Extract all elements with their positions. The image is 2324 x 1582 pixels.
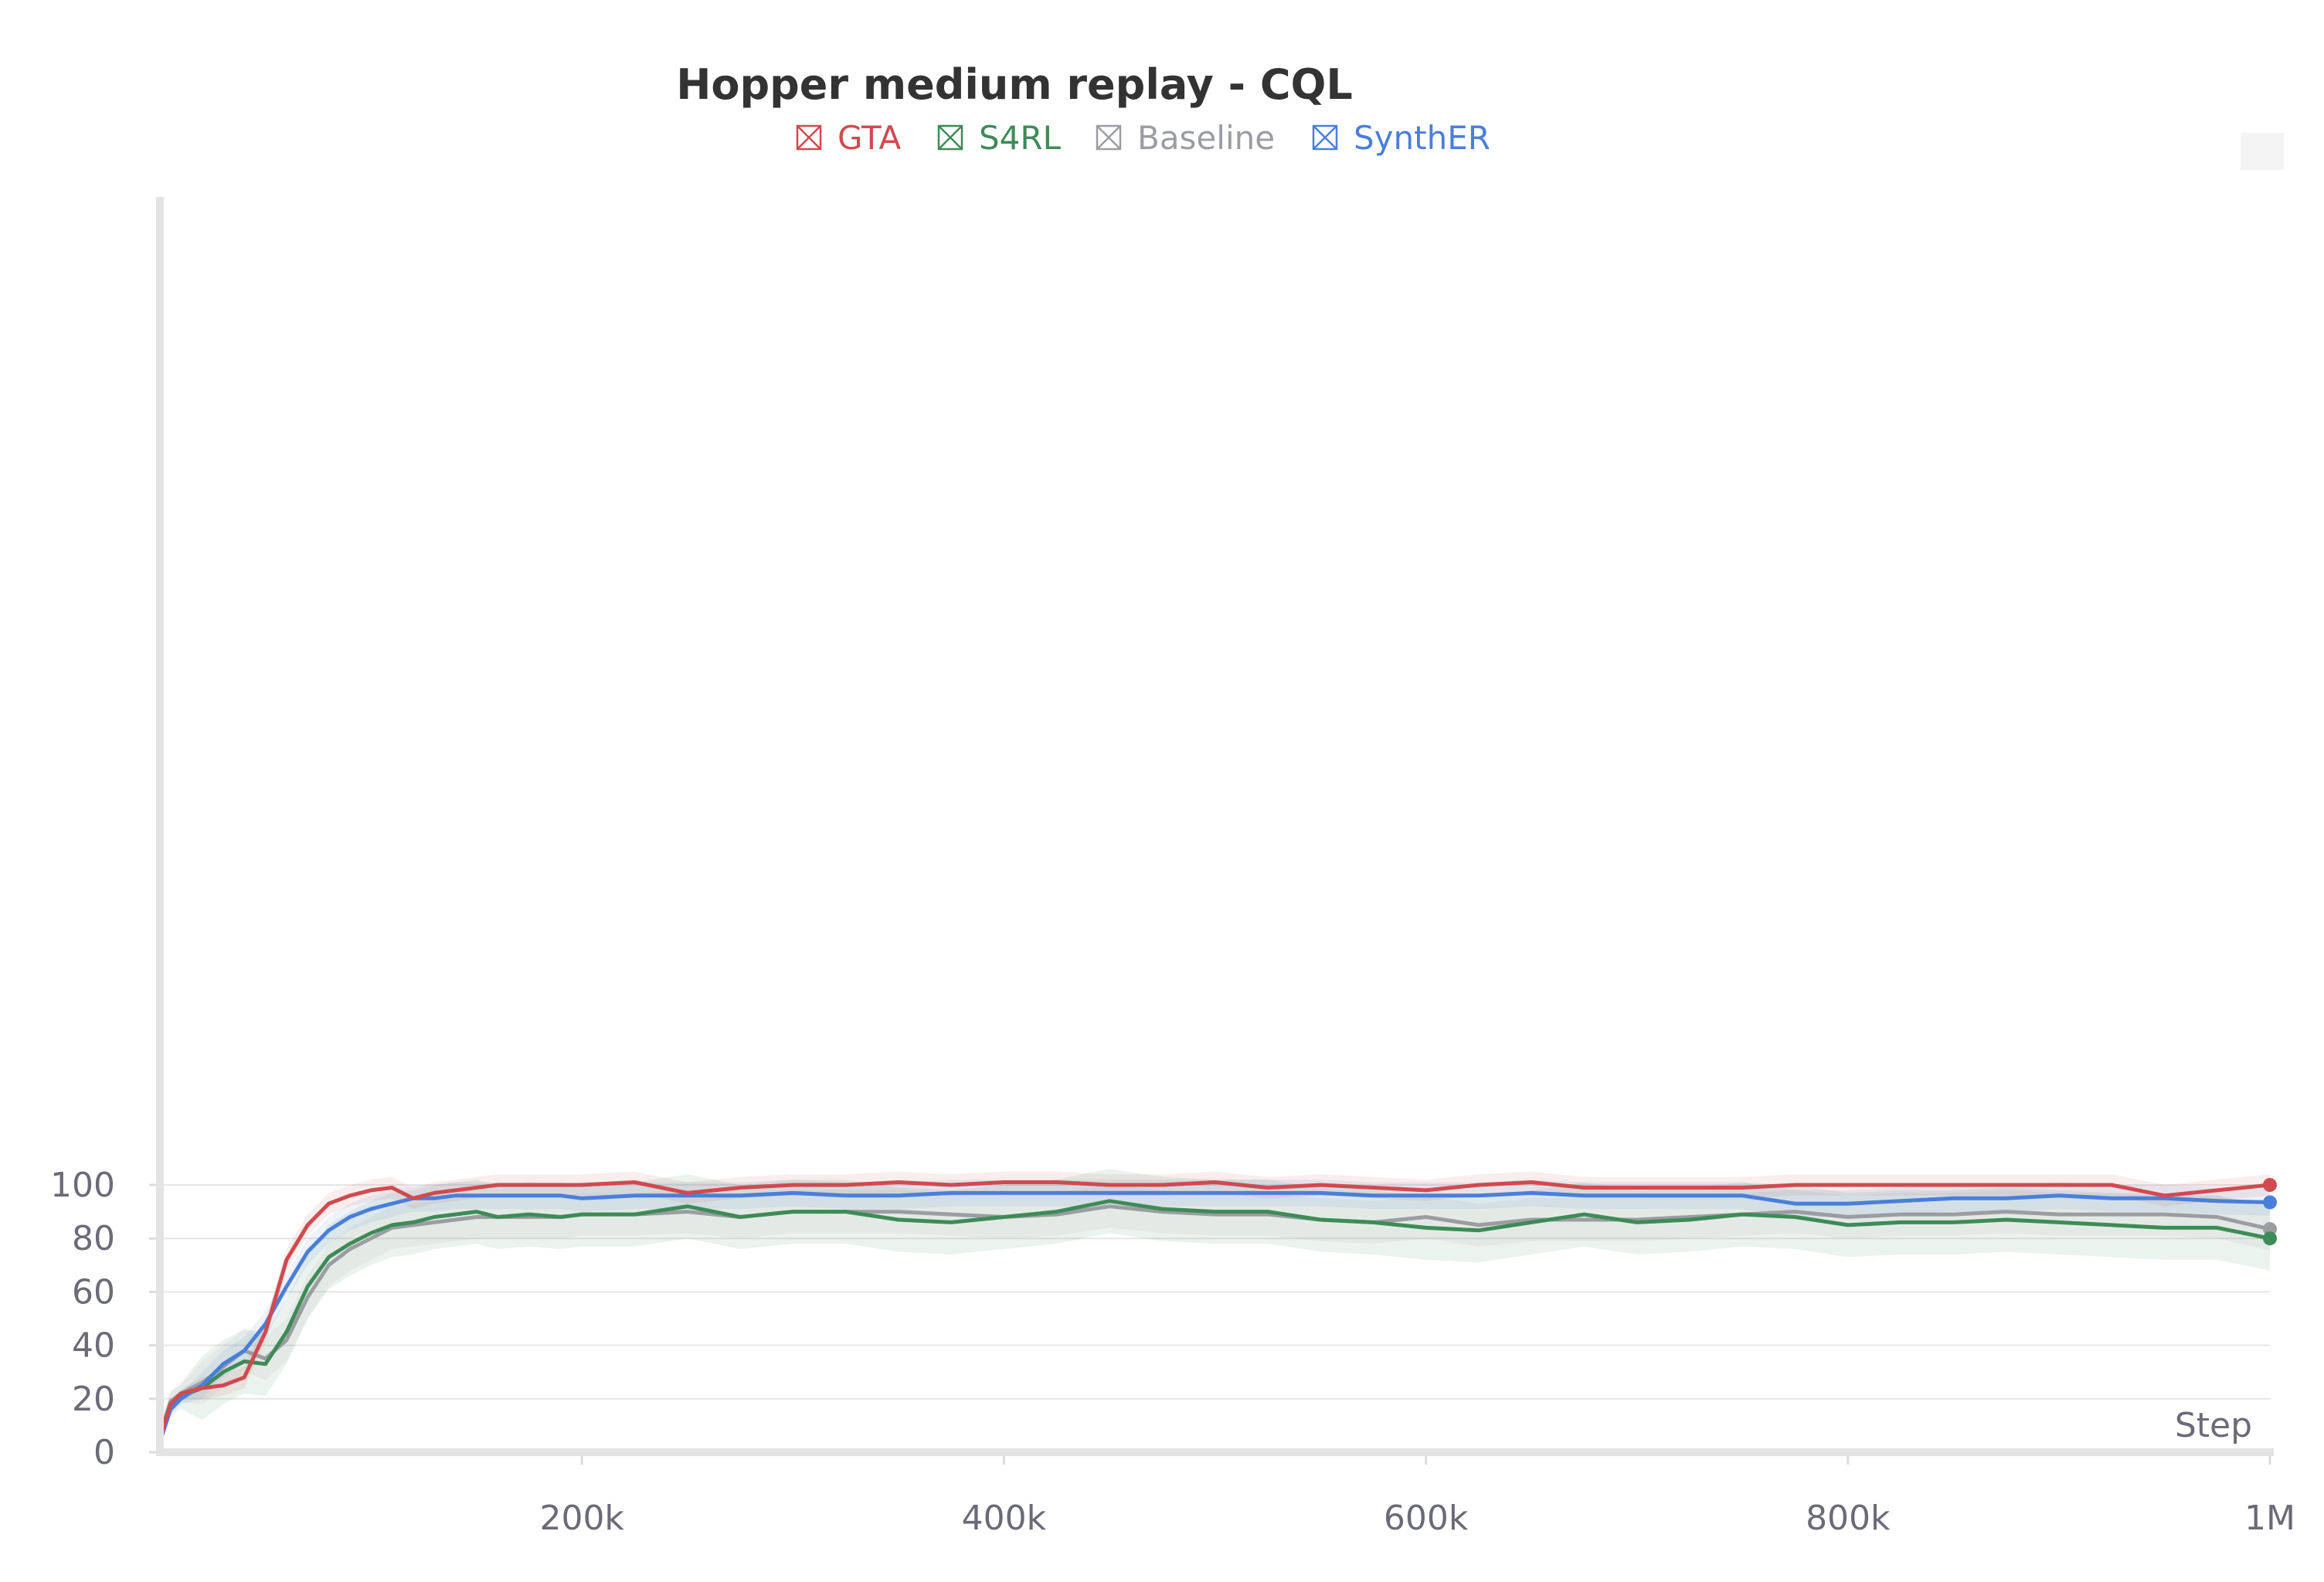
y-tick-label: 0 [93, 1433, 115, 1472]
y-tick-label: 100 [50, 1166, 115, 1205]
x-axis-label: Step [2175, 1406, 2252, 1445]
legend-toggle-icon [1096, 124, 1122, 151]
legend-item-synther[interactable]: SynthER [1312, 119, 1490, 157]
x-tick-label: 1M [2244, 1499, 2295, 1538]
series-line-gta [158, 1180, 2271, 1440]
legend-toggle-icon [796, 124, 822, 151]
legend: GTA S4RL Baseline SynthER [796, 119, 1490, 157]
y-tick-label: 80 [72, 1219, 115, 1258]
y-tick-label: 60 [72, 1272, 115, 1312]
y-tick-label: 40 [72, 1326, 115, 1366]
endpoint-synther [2263, 1195, 2277, 1210]
endpoint-gta [2263, 1178, 2277, 1192]
legend-label: Baseline [1137, 119, 1275, 157]
series-line-synther [158, 1190, 2271, 1442]
legend-item-baseline[interactable]: Baseline [1096, 119, 1275, 157]
legend-item-s4rl[interactable]: S4RL [937, 119, 1062, 157]
axes [156, 197, 2274, 1456]
x-tick-label: 600k [1384, 1499, 1469, 1538]
x-tick-label: 200k [539, 1499, 624, 1538]
series-line-baseline [158, 1204, 2271, 1437]
legend-label: S4RL [979, 119, 1062, 157]
band-s4rl [160, 1169, 2270, 1449]
legend-label: GTA [838, 119, 901, 157]
chart-title: Hopper medium replay - CQL [676, 60, 1353, 109]
y-tick-label: 20 [72, 1380, 115, 1419]
tick-labels: 0 20 40 60 80 100 200k 400k 600k 800k 1M [50, 1166, 2295, 1538]
legend-toggle-icon [1312, 124, 1338, 151]
band-gta [160, 1171, 2270, 1444]
panel-control-placeholder [2241, 133, 2284, 170]
series-lines [158, 1180, 2271, 1442]
band-synther [160, 1180, 2270, 1448]
x-tick-label: 400k [962, 1499, 1047, 1538]
band-baseline [160, 1185, 2270, 1445]
legend-item-gta[interactable]: GTA [796, 119, 901, 157]
legend-toggle-icon [937, 124, 963, 151]
confidence-bands [160, 1169, 2270, 1449]
series-endpoints [2263, 1178, 2277, 1246]
series-line-s4rl [158, 1199, 2271, 1437]
endpoint-s4rl [2263, 1231, 2277, 1246]
legend-label: SynthER [1354, 119, 1490, 157]
x-tick-label: 800k [1806, 1499, 1891, 1538]
